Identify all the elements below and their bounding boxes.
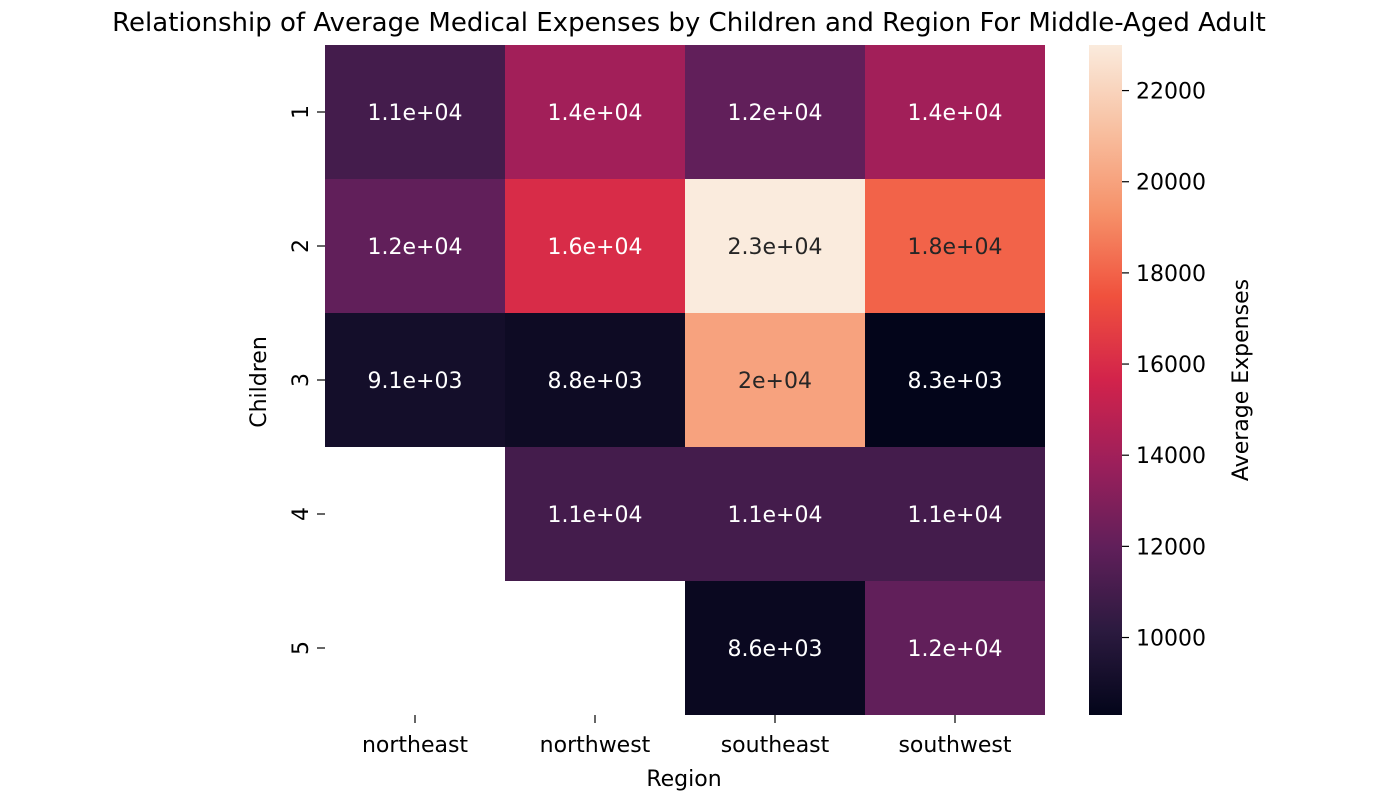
x-tick-label: northwest bbox=[540, 733, 651, 758]
cell-value-label: 1.1e+04 bbox=[728, 503, 823, 528]
cell-annotations: 1.1e+04 1.4e+04 1.2e+04 1.4e+04 1.2e+04 1.6e+… bbox=[368, 101, 1003, 662]
colorbar-tick-label: 20000 bbox=[1136, 171, 1206, 196]
y-tick-label: 2 bbox=[289, 239, 314, 253]
colorbar-tick-label: 16000 bbox=[1136, 353, 1206, 378]
heatmap-cell bbox=[685, 447, 865, 581]
cell-value-label: 1.2e+04 bbox=[368, 235, 463, 260]
cell-value-label: 1.8e+04 bbox=[908, 235, 1003, 260]
cell-value-label: 2.3e+04 bbox=[728, 235, 823, 260]
heatmap-cell bbox=[865, 581, 1045, 715]
y-tick-label: 1 bbox=[289, 105, 314, 119]
cell-value-label: 1.2e+04 bbox=[728, 101, 823, 126]
colorbar-tick-label: 12000 bbox=[1136, 535, 1206, 560]
heatmap-cell bbox=[685, 179, 865, 313]
heatmap-cell bbox=[685, 313, 865, 447]
heatmap-cell bbox=[685, 45, 865, 179]
y-axis: 1 2 3 4 5 bbox=[289, 105, 325, 655]
cell-value-label: 8.6e+03 bbox=[728, 637, 823, 662]
heatmap-cell bbox=[865, 313, 1045, 447]
x-tick-label: northeast bbox=[362, 733, 468, 758]
colorbar-tick-label: 14000 bbox=[1136, 444, 1206, 469]
heatmap-cell bbox=[505, 179, 685, 313]
chart-title: Relationship of Average Medical Expenses… bbox=[112, 8, 1266, 38]
heatmap-cell bbox=[325, 313, 505, 447]
cell-value-label: 1.4e+04 bbox=[548, 101, 643, 126]
heatmap-cell bbox=[325, 45, 505, 179]
colorbar: 10000 12000 14000 16000 18000 20000 22000 bbox=[1089, 45, 1206, 715]
x-axis: northeast northwest southeast southwest bbox=[362, 715, 1012, 758]
heatmap-cell bbox=[505, 447, 685, 581]
cell-value-label: 1.4e+04 bbox=[908, 101, 1003, 126]
colorbar-tick-label: 22000 bbox=[1136, 80, 1206, 105]
heatmap-cell bbox=[865, 45, 1045, 179]
cell-value-label: 1.1e+04 bbox=[908, 503, 1003, 528]
cell-value-label: 8.3e+03 bbox=[908, 369, 1003, 394]
heatmap-cell bbox=[505, 45, 685, 179]
cell-value-label: 8.8e+03 bbox=[548, 369, 643, 394]
cell-value-label: 9.1e+03 bbox=[368, 369, 463, 394]
heatmap-cells bbox=[325, 45, 1045, 715]
cell-value-label: 1.2e+04 bbox=[908, 637, 1003, 662]
colorbar-label: Average Expenses bbox=[1229, 279, 1254, 481]
cell-value-label: 1.6e+04 bbox=[548, 235, 643, 260]
cell-value-label: 1.1e+04 bbox=[548, 503, 643, 528]
y-tick-label: 5 bbox=[289, 641, 314, 655]
x-tick-label: southeast bbox=[721, 733, 830, 758]
colorbar-tick-label: 10000 bbox=[1136, 627, 1206, 652]
cell-value-label: 2e+04 bbox=[738, 369, 812, 394]
y-axis-label: Children bbox=[247, 336, 272, 428]
colorbar-tick-label: 18000 bbox=[1136, 262, 1206, 287]
y-tick-label: 4 bbox=[289, 507, 314, 521]
heatmap-cell bbox=[865, 179, 1045, 313]
colorbar-gradient bbox=[1089, 45, 1122, 715]
x-tick-label: southwest bbox=[898, 733, 1011, 758]
heatmap-cell bbox=[685, 581, 865, 715]
heatmap-cell bbox=[325, 179, 505, 313]
x-axis-label: Region bbox=[646, 767, 721, 792]
heatmap-cell bbox=[505, 313, 685, 447]
y-tick-label: 3 bbox=[289, 373, 314, 387]
heatmap-cell bbox=[865, 447, 1045, 581]
cell-value-label: 1.1e+04 bbox=[368, 101, 463, 126]
